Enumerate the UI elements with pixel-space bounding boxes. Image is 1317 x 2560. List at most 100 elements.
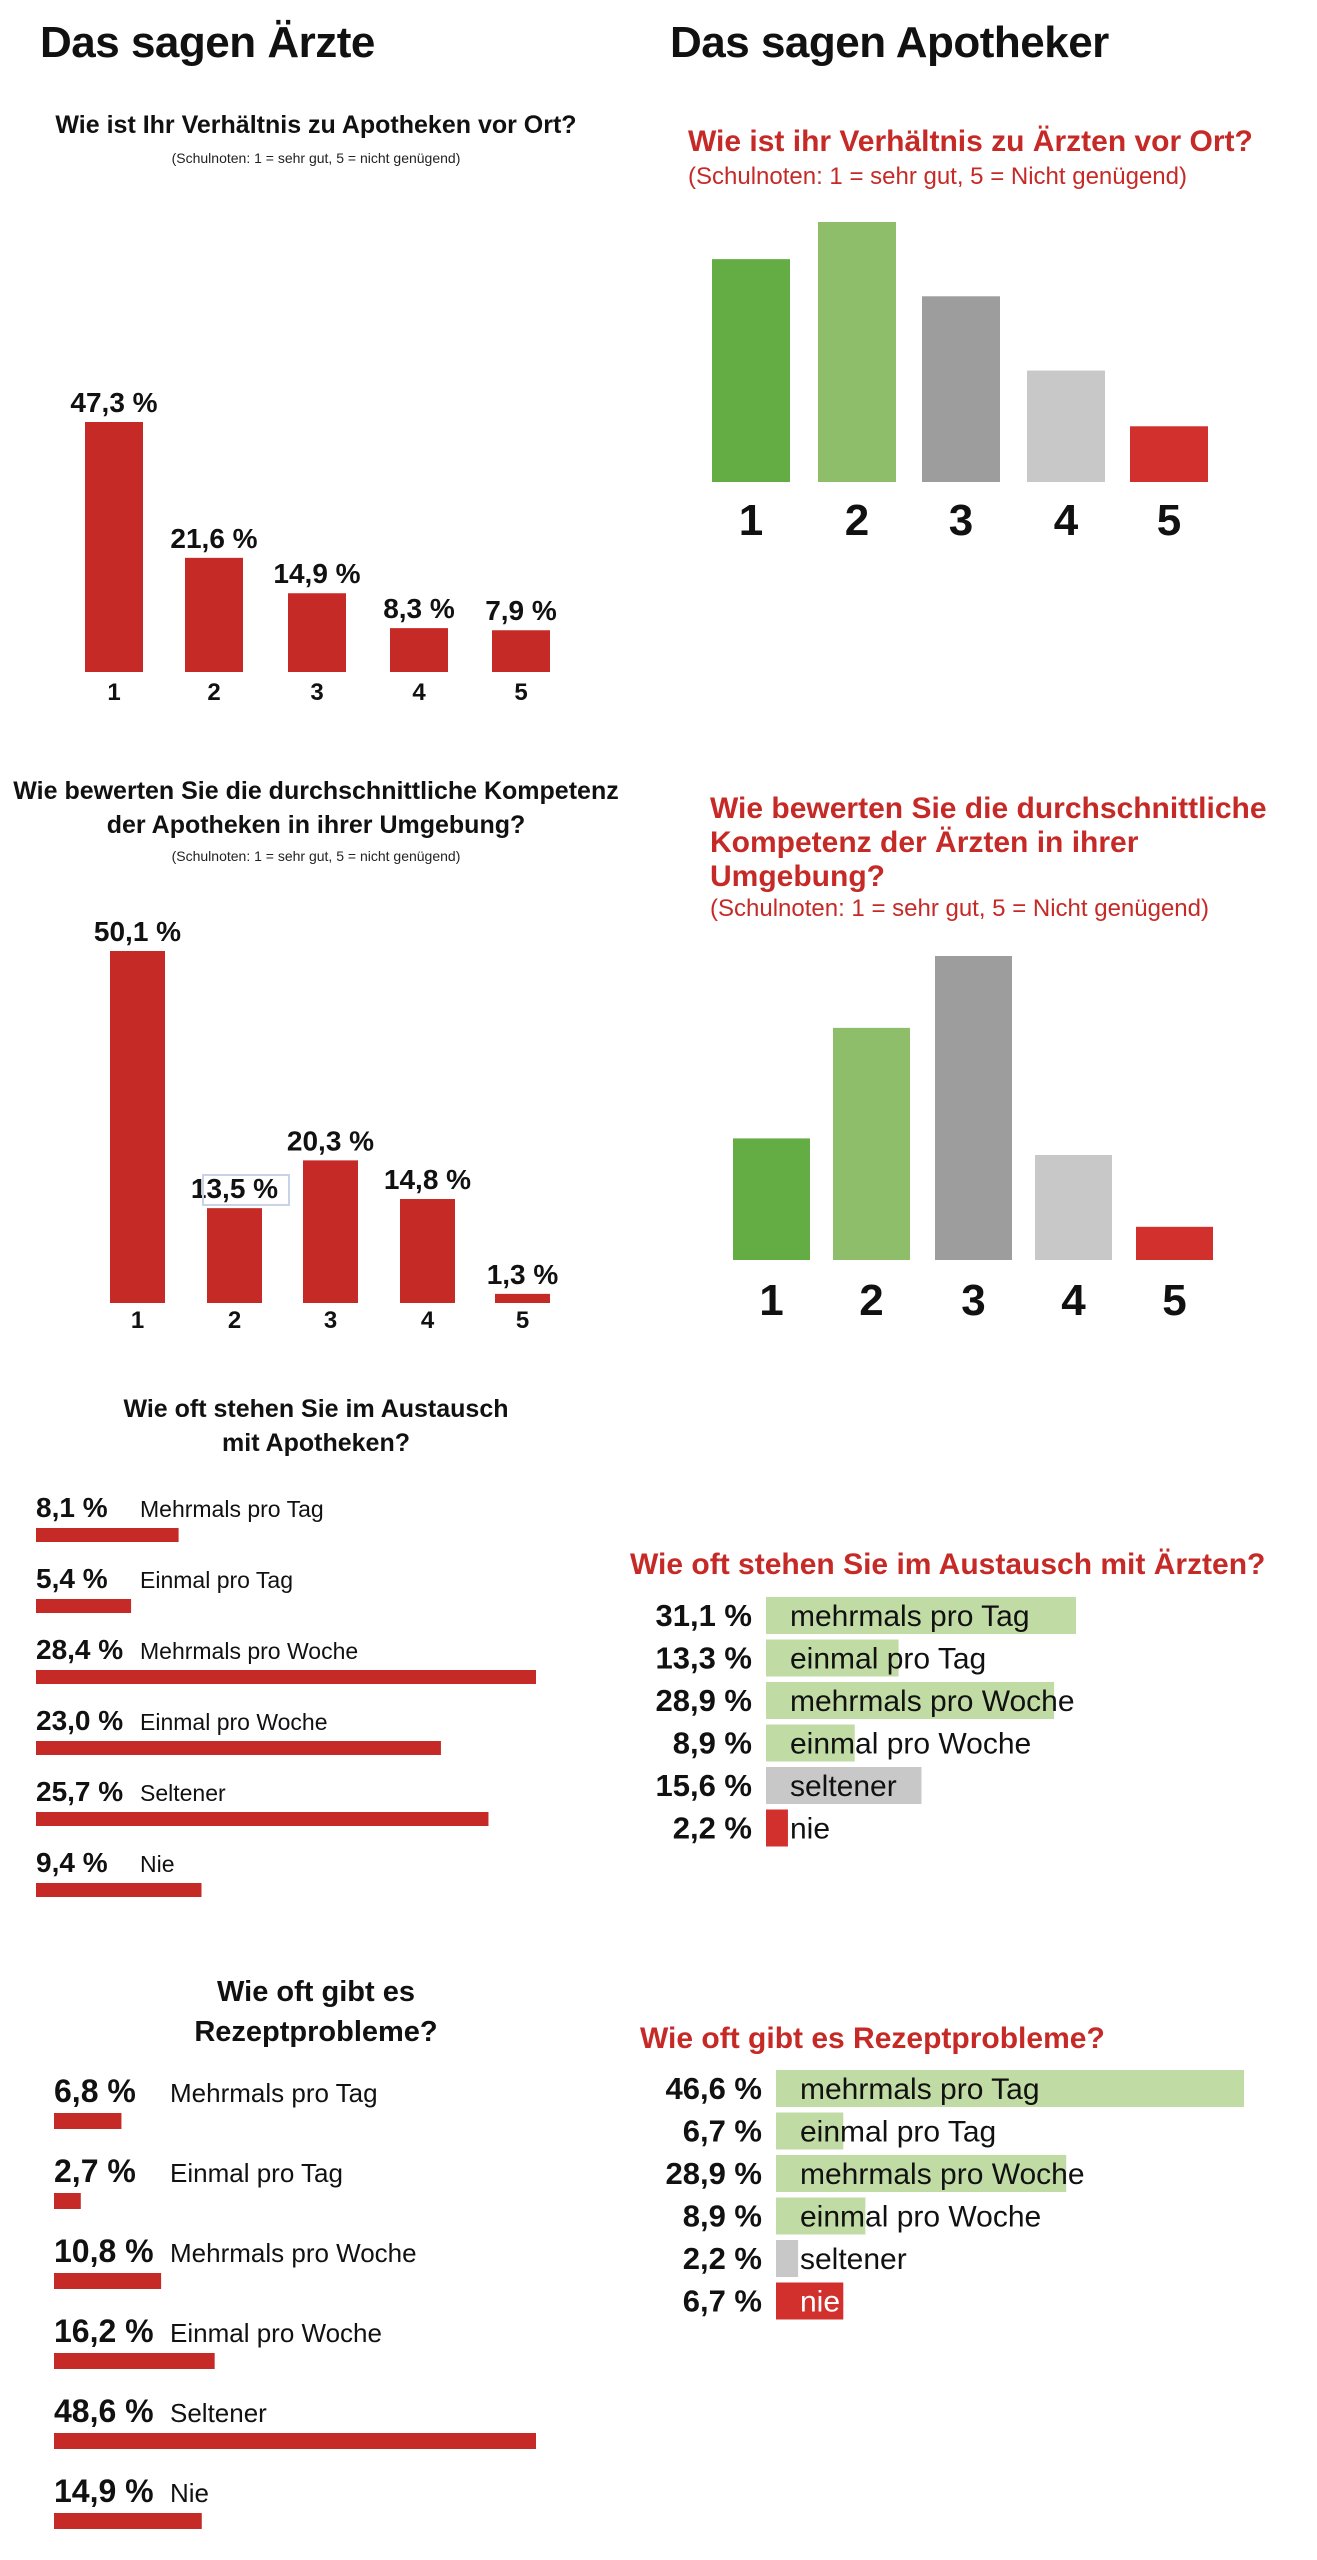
c8-bar-1 <box>776 2070 1244 2107</box>
c4-bar-4 <box>1035 1154 1112 1260</box>
c2-bar-1 <box>712 259 790 482</box>
c6-value-label-2: 13,3 % <box>655 1641 752 1676</box>
c4-tick-5: 5 <box>1162 1276 1186 1325</box>
c8-value-label-4: 8,9 % <box>683 2199 762 2234</box>
c7-value-label-4: 16,2 % <box>54 2313 154 2349</box>
c6-category-1: mehrmals pro Tag <box>790 1600 1030 1633</box>
c3-value-label-1: 50,1 % <box>94 916 181 947</box>
c1-tick-1: 1 <box>107 679 120 706</box>
c2-tick-1: 1 <box>739 496 763 545</box>
c5-bar-3 <box>36 1670 536 1684</box>
c5-category-2: Einmal pro Tag <box>140 1567 293 1593</box>
c6-bar-1 <box>766 1597 1076 1634</box>
c7-value-label-2: 2,7 % <box>54 2153 136 2189</box>
c8-bar-6 <box>776 2282 844 2320</box>
c5-bar-1 <box>36 1528 179 1542</box>
c7-category-3: Mehrmals pro Woche <box>170 2238 417 2268</box>
c6-value-label-6: 2,2 % <box>673 1811 752 1846</box>
c6-category-2: einmal pro Tag <box>790 1643 986 1676</box>
c8-value-label-5: 2,2 % <box>683 2241 762 2276</box>
c1-value-label-3: 14,9 % <box>273 558 360 589</box>
c2-bar-3 <box>922 296 1000 482</box>
c1-value-label-1: 47,3 % <box>70 387 157 418</box>
c7-value-label-6: 14,9 % <box>54 2473 154 2509</box>
c2-tick-5: 5 <box>1157 496 1181 545</box>
c7-bar-4 <box>54 2353 215 2369</box>
c1-tick-4: 4 <box>412 679 426 706</box>
c6-bar-3 <box>766 1682 1055 1719</box>
c6-bar-6 <box>766 1809 788 1847</box>
c3-value-label-3: 20,3 % <box>287 1125 374 1156</box>
q2-left-title: Wie bewerten Sie die durchschnittliche K… <box>0 774 632 842</box>
c6-bar-2 <box>766 1639 899 1677</box>
c5-bar-2 <box>36 1599 132 1613</box>
c3-bar-3 <box>303 1160 358 1303</box>
c4-bar-1 <box>733 1138 810 1260</box>
c4-bar-5 <box>1136 1226 1213 1260</box>
c5-value-label-6: 9,4 % <box>36 1847 108 1878</box>
c3-bar-5 <box>495 1293 550 1303</box>
c3-value-label-5: 1,3 % <box>487 1259 559 1290</box>
c5-category-5: Seltener <box>140 1780 226 1806</box>
c1-tick-5: 5 <box>514 679 527 706</box>
c4-bar-2 <box>833 1027 910 1260</box>
c6-value-label-5: 15,6 % <box>655 1768 752 1803</box>
c5-value-label-1: 8,1 % <box>36 1492 108 1523</box>
q3-left-title: Wie oft stehen Sie im Austausch mit Apot… <box>0 1392 632 1460</box>
q2-right-title-line1: Wie bewerten Sie die durchschnittliche <box>710 792 1267 825</box>
c5-bar-5 <box>36 1812 489 1826</box>
c6-category-3: mehrmals pro Woche <box>790 1685 1075 1718</box>
q1-left-title: Wie ist Ihr Verhältnis zu Apotheken vor … <box>55 111 577 139</box>
c2-bar-2 <box>818 222 896 482</box>
c3-label-frame <box>202 1174 290 1206</box>
c3-tick-4: 4 <box>421 1307 435 1334</box>
c3-tick-1: 1 <box>131 1307 144 1334</box>
q4-right-title: Wie oft gibt es Rezeptprobleme? <box>640 2022 1105 2055</box>
c5-category-3: Mehrmals pro Woche <box>140 1638 358 1664</box>
c5-bar-4 <box>36 1741 441 1755</box>
q2-right-title-line2: Kompetenz der Ärzten in ihrer <box>710 826 1139 859</box>
c2-bar-5 <box>1130 426 1208 482</box>
c7-category-2: Einmal pro Tag <box>170 2158 343 2188</box>
c7-bar-5 <box>54 2433 536 2449</box>
c8-bar-2 <box>776 2112 844 2150</box>
c8-bar-3 <box>776 2155 1067 2192</box>
c7-bar-6 <box>54 2513 202 2529</box>
c1-value-label-2: 21,6 % <box>170 523 257 554</box>
c6-category-5: seltener <box>790 1770 897 1803</box>
c1-tick-3: 3 <box>310 679 323 706</box>
c6-value-label-4: 8,9 % <box>673 1726 752 1761</box>
c1-bar-3 <box>288 593 346 672</box>
c5-value-label-3: 28,4 % <box>36 1634 123 1665</box>
c1-value-label-4: 8,3 % <box>383 593 455 624</box>
q2-right-title-line3: Umgebung? <box>710 860 885 893</box>
c4-tick-1: 1 <box>759 1276 783 1325</box>
q4-left-title-line1: Wie oft gibt es <box>217 1976 415 2008</box>
c2-tick-4: 4 <box>1054 496 1079 545</box>
c7-category-1: Mehrmals pro Tag <box>170 2078 378 2108</box>
c7-value-label-3: 10,8 % <box>54 2233 154 2269</box>
c6-value-label-3: 28,9 % <box>655 1683 752 1718</box>
c2-tick-2: 2 <box>845 496 869 545</box>
q2-left-title-line2: der Apotheken in ihrer Umgebung? <box>106 811 526 839</box>
q1-left-note: (Schulnoten: 1 = sehr gut, 5 = nicht gen… <box>171 150 461 166</box>
c1-bar-4 <box>390 628 448 672</box>
c5-bar-6 <box>36 1883 202 1897</box>
q3-right-title: Wie oft stehen Sie im Austausch mit Ärzt… <box>630 1548 1266 1581</box>
c5-category-1: Mehrmals pro Tag <box>140 1496 324 1522</box>
c7-value-label-1: 6,8 % <box>54 2073 136 2109</box>
c7-bar-2 <box>54 2193 81 2209</box>
c1-bar-2 <box>185 557 243 672</box>
c8-bar-5 <box>776 2240 799 2277</box>
c3-value-label-4: 14,8 % <box>384 1164 471 1195</box>
c8-category-1: mehrmals pro Tag <box>800 2073 1040 2106</box>
c8-category-4: einmal pro Woche <box>800 2201 1041 2234</box>
c1-tick-2: 2 <box>207 679 220 706</box>
c2-bar-4 <box>1027 370 1105 482</box>
c3-tick-5: 5 <box>516 1307 529 1334</box>
c1-value-label-5: 7,9 % <box>485 595 557 626</box>
c4-tick-4: 4 <box>1061 1276 1086 1325</box>
c7-category-6: Nie <box>170 2478 209 2508</box>
c3-bar-2 <box>207 1208 262 1303</box>
